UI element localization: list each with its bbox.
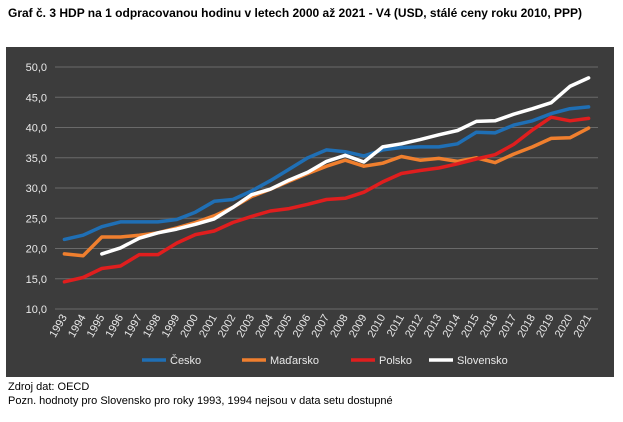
chart-title: Graf č. 3 HDP na 1 odpracovanou hodinu v…	[8, 6, 582, 20]
y-tick-label: 10,0	[26, 304, 47, 316]
x-tick-label: 1995	[85, 313, 108, 340]
x-tick-label: 2018	[515, 313, 538, 340]
y-axis-tick-labels: 10,0 15,0 20,0 25,0 30,0 35,0 40,0 45,0 50,0	[26, 62, 47, 316]
gridlines	[55, 66, 598, 310]
x-tick-label: 2004	[253, 313, 276, 340]
y-tick-label: 20,0	[26, 244, 47, 256]
series-line-slovensko	[100, 76, 591, 256]
chart-area: 10,0 15,0 20,0 25,0 30,0 35,0 40,0 45,0 50,0 199…	[6, 47, 614, 377]
legend-label: Polsko	[379, 355, 412, 367]
x-tick-label: 2014	[441, 313, 464, 340]
x-axis-tick-labels: 1993199419951996199719981999200020012002…	[47, 312, 594, 339]
y-tick-label: 45,0	[26, 92, 47, 104]
legend-label: Slovensko	[457, 355, 508, 367]
x-tick-label: 2008	[328, 313, 351, 340]
series-lines	[62, 76, 591, 284]
x-tick-label: 2019	[534, 313, 557, 340]
x-tick-label: 2020	[553, 313, 576, 340]
x-tick-label: 1997	[122, 313, 145, 340]
x-tick-label: 1996	[103, 313, 126, 340]
y-tick-label: 30,0	[26, 183, 47, 195]
x-tick-label: 2016	[478, 312, 501, 339]
x-tick-label: 2005	[272, 313, 295, 340]
y-tick-label: 25,0	[26, 213, 47, 225]
x-tick-label: 2021	[572, 313, 595, 340]
x-tick-label: 2017	[497, 313, 520, 340]
x-tick-label: 2007	[309, 313, 332, 340]
x-tick-label: 2003	[235, 313, 258, 340]
x-tick-label: 1994	[66, 313, 89, 340]
series-line-česko	[62, 105, 591, 242]
x-tick-label: 2015	[459, 313, 482, 340]
line-chart: 10,0 15,0 20,0 25,0 30,0 35,0 40,0 45,0 50,0 199…	[26, 62, 598, 367]
x-tick-label: 1993	[47, 313, 70, 340]
x-tick-label: 2006	[291, 313, 314, 340]
y-tick-label: 15,0	[26, 274, 47, 286]
legend: Česko Maďarsko Polsko Slovensko	[142, 354, 508, 367]
x-tick-label: 2010	[366, 313, 389, 340]
legend-label: Česko	[170, 354, 201, 367]
footnote: Pozn. hodnoty pro Slovensko pro roky 199…	[8, 395, 393, 407]
source-note: Zdroj dat: OECD	[8, 381, 90, 393]
x-tick-label: 1998	[141, 313, 164, 340]
legend-label: Maďarsko	[270, 355, 319, 367]
x-tick-label: 2013	[422, 313, 445, 340]
x-tick-label: 2000	[178, 313, 201, 340]
y-tick-label: 40,0	[26, 123, 47, 135]
x-tick-label: 1999	[160, 313, 183, 340]
x-tick-label: 2009	[347, 313, 370, 340]
x-tick-label: 2001	[197, 313, 220, 340]
series-line-polsko	[62, 115, 591, 284]
x-tick-label: 2012	[403, 313, 426, 340]
x-tick-label: 2002	[216, 313, 239, 340]
y-tick-label: 35,0	[26, 153, 47, 165]
y-tick-label: 50,0	[26, 62, 47, 74]
